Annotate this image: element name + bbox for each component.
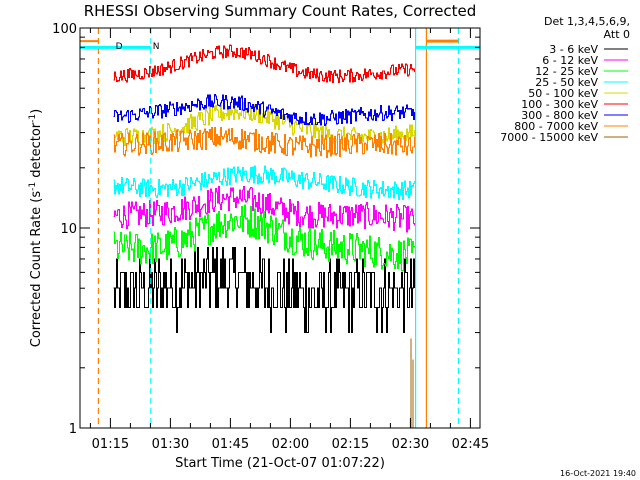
x-tick-label: 01:45 bbox=[212, 437, 249, 452]
x-tick-label: 02:30 bbox=[392, 437, 429, 452]
legend-header-attenuator: Att 0 bbox=[604, 28, 630, 41]
x-tick-label: 01:30 bbox=[152, 437, 189, 452]
legend-header-detectors: Det 1,3,4,5,6,9, bbox=[544, 15, 630, 28]
y-axis-label-part: ) bbox=[29, 109, 44, 114]
flag-marker-label: D bbox=[116, 42, 123, 52]
x-axis: 01:15 01:30 01:45 02:00 02:15 02:30 02:45 bbox=[89, 28, 489, 452]
y-tick-label: 10 bbox=[60, 222, 77, 237]
footer-timestamp: 16-Oct-2021 19:40 bbox=[560, 469, 636, 478]
legend-label: 300 - 800 keV bbox=[521, 109, 598, 122]
y-axis-label-superscript: -1 bbox=[28, 182, 38, 191]
legend-label: 800 - 7000 keV bbox=[514, 120, 598, 133]
y-axis-label: Corrected Count Rate (s-1 detector-1) bbox=[28, 109, 44, 347]
series-line-25-50-kev bbox=[113, 165, 416, 200]
x-axis-label: Start Time (21-Oct-07 01:07:22) bbox=[175, 456, 385, 471]
series-line-7000-15000-kev bbox=[410, 338, 414, 428]
x-tick-label: 02:45 bbox=[452, 437, 489, 452]
y-axis-label-superscript: -1 bbox=[28, 114, 38, 123]
x-tick-label: 02:15 bbox=[332, 437, 369, 452]
legend-label: 3 - 6 keV bbox=[549, 43, 598, 56]
series-line-12-25-kev bbox=[113, 204, 416, 272]
legend-label: 100 - 300 keV bbox=[521, 98, 598, 111]
plot-frame bbox=[79, 27, 481, 429]
series-line-3-6-kev bbox=[113, 246, 416, 334]
y-tick-label: 100 bbox=[52, 22, 77, 37]
y-tick-label: 1 bbox=[69, 422, 77, 437]
legend-label: 25 - 50 keV bbox=[535, 76, 598, 89]
series-line-100-300-kev bbox=[113, 44, 416, 84]
chart-title: RHESSI Observing Summary Count Rates, Co… bbox=[84, 2, 477, 20]
legend-label: 6 - 12 keV bbox=[542, 54, 598, 67]
x-tick-label: 01:15 bbox=[92, 437, 129, 452]
flag-marker-label: N bbox=[153, 42, 160, 52]
y-axis-label-part: Corrected Count Rate (s bbox=[29, 191, 44, 348]
legend-label: 12 - 25 keV bbox=[535, 65, 598, 78]
x-tick-label: 02:00 bbox=[272, 437, 309, 452]
series-line-300-800-kev bbox=[113, 93, 416, 127]
legend-label: 50 - 100 keV bbox=[528, 87, 598, 100]
y-axis: 1 10 100 bbox=[52, 22, 480, 437]
series-line-800-7000-kev bbox=[113, 126, 416, 158]
legend-label: 7000 - 15000 keV bbox=[500, 131, 598, 144]
y-axis-label-part: detector bbox=[29, 122, 44, 182]
